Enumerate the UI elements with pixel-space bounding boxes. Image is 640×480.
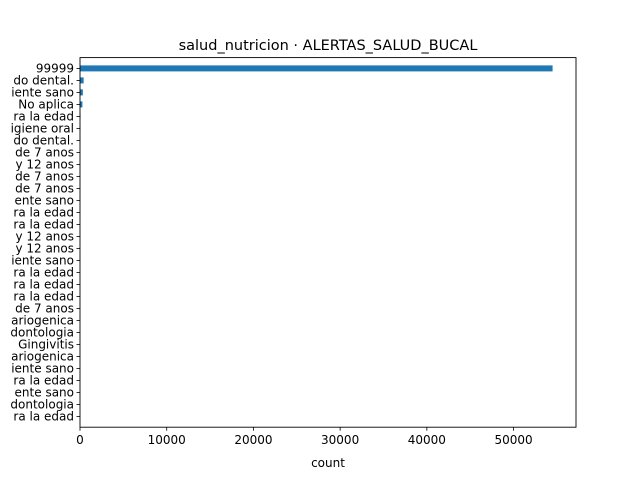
y-tick-label: de 7 anos	[15, 301, 74, 315]
y-tick-label: No aplica	[18, 97, 74, 111]
bar	[80, 89, 83, 96]
y-tick-label: iente sano	[11, 253, 74, 267]
y-tick-label: de 7 anos	[15, 169, 74, 183]
y-tick-label: de 7 anos	[15, 145, 74, 159]
x-tick-label: 30000	[321, 433, 359, 447]
y-tick-label: dontologia	[10, 397, 74, 411]
y-tick-label: iente sano	[11, 85, 74, 99]
y-tick-label: do dental.	[13, 133, 74, 147]
y-tick-label: ra la edad	[13, 205, 74, 219]
x-axis-label: count	[311, 456, 345, 470]
y-tick-label: 99999	[36, 61, 74, 75]
y-tick-label: do dental.	[13, 73, 74, 87]
plot-frame	[79, 57, 577, 428]
y-tick-label: y 12 anos	[15, 229, 74, 243]
x-tick-label: 0	[76, 433, 84, 447]
y-tick-label: ariogenica	[11, 313, 74, 327]
x-axis-ticks: 0 10000 20000 30000 40000 50000	[76, 427, 533, 447]
y-tick-label: ra la edad	[13, 289, 74, 303]
y-tick-label: y 12 anos	[15, 241, 74, 255]
y-tick-label: ra la edad	[13, 373, 74, 387]
bar	[80, 101, 83, 108]
y-tick-label: igiene oral	[11, 121, 74, 135]
chart-title: salud_nutricion · ALERTAS_SALUD_BUCAL	[179, 38, 478, 54]
y-tick-label: dontologia	[10, 325, 74, 339]
y-tick-label: ariogenica	[11, 349, 74, 363]
x-tick-label: 20000	[234, 433, 272, 447]
y-tick-label: ra la edad	[13, 277, 74, 291]
x-tick-label: 10000	[148, 433, 186, 447]
bar	[80, 65, 553, 72]
y-tick-label: y 12 anos	[15, 157, 74, 171]
y-tick-label: ra la edad	[13, 265, 74, 279]
y-tick-label: ra la edad	[13, 409, 74, 423]
bars-group	[80, 65, 553, 420]
y-tick-label: de 7 anos	[15, 181, 74, 195]
x-tick-label: 40000	[408, 433, 446, 447]
y-tick-label: ente sano	[15, 385, 74, 399]
bar	[80, 77, 84, 84]
y-tick-label: iente sano	[11, 361, 74, 375]
y-tick-label: ra la edad	[13, 217, 74, 231]
y-tick-label: Gingivitis	[18, 337, 74, 351]
x-tick-label: 50000	[494, 433, 532, 447]
y-tick-label: ente sano	[15, 193, 74, 207]
y-tick-label: ra la edad	[13, 109, 74, 123]
